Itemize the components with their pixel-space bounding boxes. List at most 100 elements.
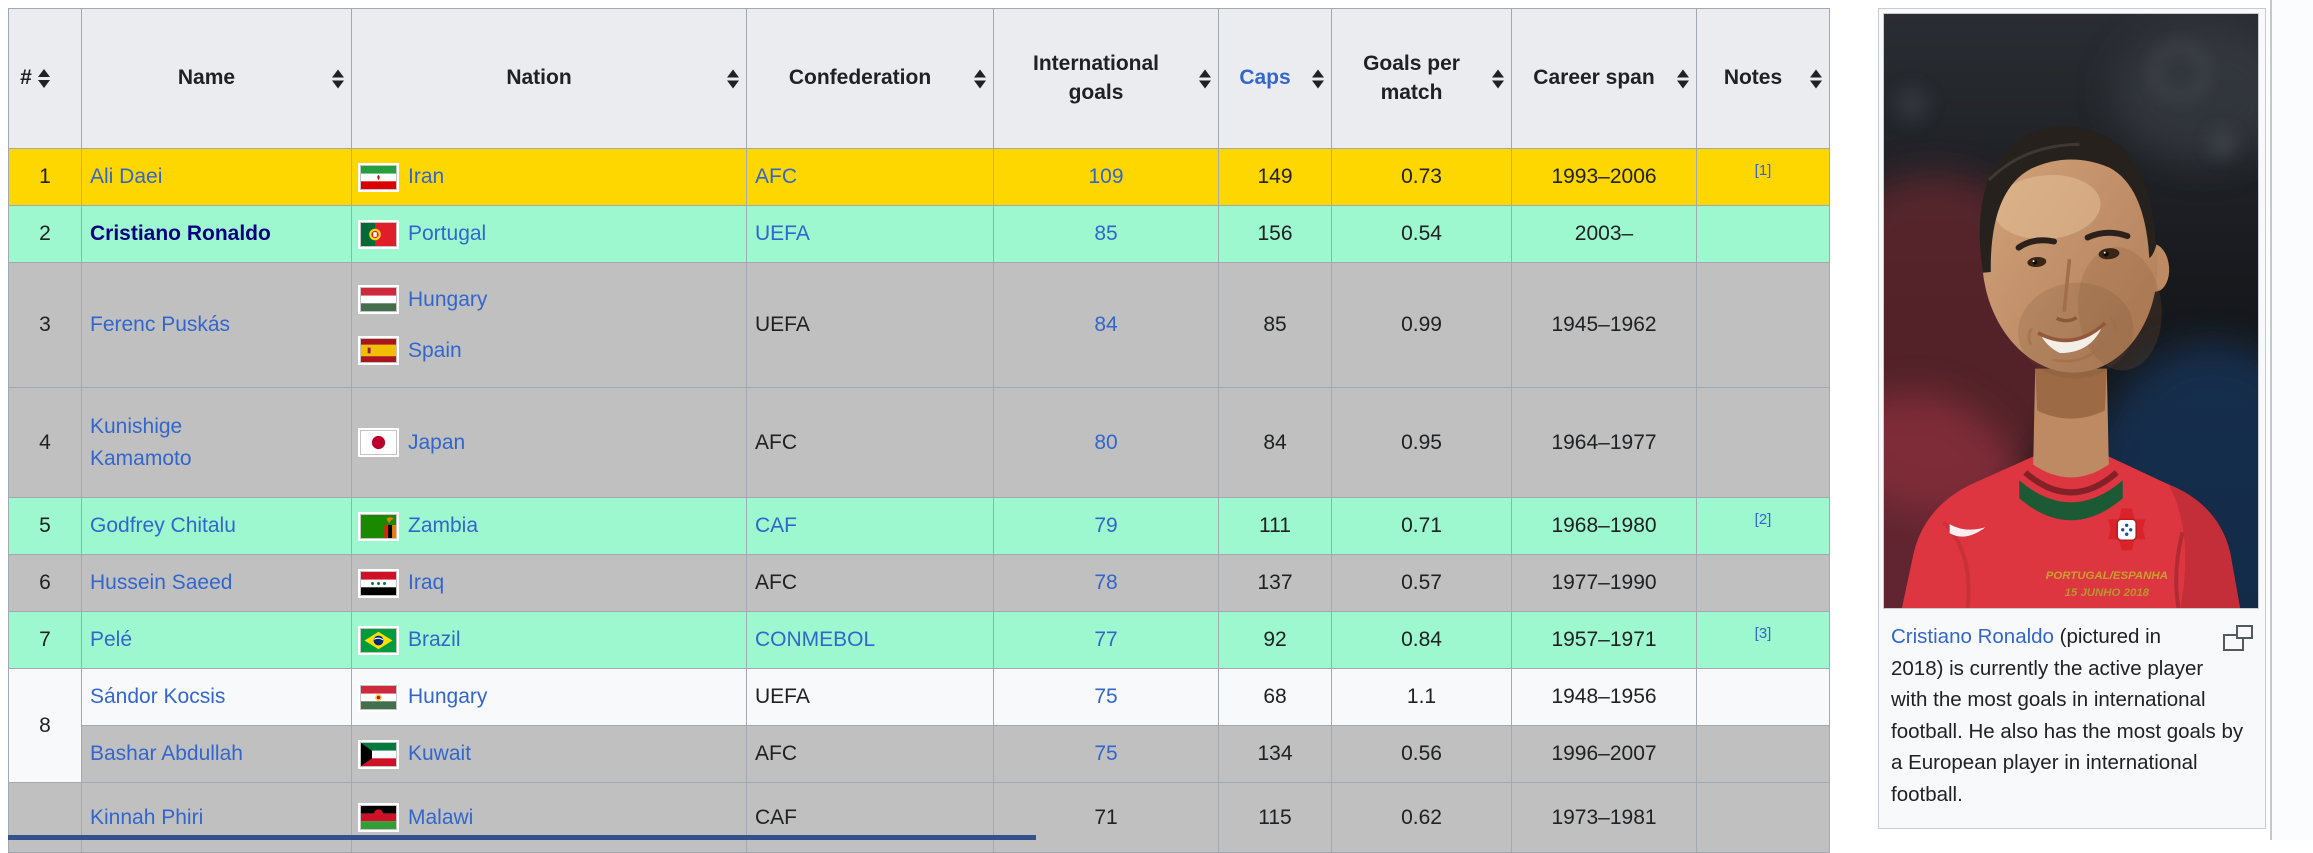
confederation-cell: AFC: [746, 148, 994, 206]
international-goals-cell: 75: [993, 668, 1219, 726]
nation-link[interactable]: Spain: [408, 338, 462, 362]
goals-link[interactable]: 80: [1094, 430, 1118, 454]
caption-ronaldo-link[interactable]: Cristiano Ronaldo: [1891, 625, 2054, 648]
player-name-cell: Sándor Kocsis: [81, 668, 352, 726]
nation-link[interactable]: Malawi: [408, 805, 474, 829]
column-header-nation[interactable]: Nation: [351, 8, 747, 149]
nation-link[interactable]: Hungary: [408, 287, 488, 311]
table-row: Bashar Abdullah Kuwait AFC 75 134 0.56 1996–20…: [9, 725, 1830, 783]
nation-cell: Malawi: [351, 782, 747, 853]
ronaldo-face: [1979, 126, 2170, 379]
column-header-confederation[interactable]: Confederation: [746, 8, 994, 149]
goals-link[interactable]: 85: [1094, 222, 1118, 245]
nation-cell: Brazil: [351, 611, 747, 669]
table-header: # Name Nation Confederation International go…: [8, 8, 1830, 149]
goals-link[interactable]: 79: [1094, 514, 1118, 537]
career-span-cell: 2003–: [1511, 205, 1697, 263]
column-label: Career span: [1533, 66, 1655, 90]
nation-cell: Hungary Spain: [351, 262, 747, 388]
goals-per-match-cell: 0.73: [1331, 148, 1512, 206]
table-row: 4 Kunishige Kamamoto Japan AFC 80 84 0.95 1964–…: [8, 387, 1830, 498]
column-label[interactable]: Caps: [1239, 66, 1291, 90]
column-header-goals-per-match[interactable]: Goals per match: [1331, 8, 1512, 149]
notes-cell: [1696, 668, 1830, 726]
career-span-cell: 1977–1990: [1511, 554, 1697, 612]
goals-text: 71: [1094, 805, 1118, 829]
column-header-name[interactable]: Name: [81, 8, 352, 149]
nation-cell: Kuwait: [351, 725, 747, 783]
nation-link[interactable]: Hungary: [408, 685, 488, 708]
expand-icon[interactable]: [2223, 625, 2253, 651]
career-span-cell: 1964–1977: [1511, 387, 1697, 498]
column-header-[interactable]: #: [8, 8, 82, 149]
nation-link[interactable]: Iraq: [408, 571, 445, 594]
player-name-cell: Ferenc Puskás: [81, 262, 352, 388]
top-international-goalscorers-table: # Name Nation Confederation International go…: [8, 8, 1830, 853]
career-span-cell: 1993–2006: [1511, 148, 1697, 206]
confederation-text: UEFA: [755, 685, 810, 708]
player-link[interactable]: Hussein Saeed: [90, 571, 233, 594]
column-header-notes[interactable]: Notes: [1696, 8, 1830, 149]
column-header-career-span[interactable]: Career span: [1511, 8, 1697, 149]
caps-cell: 134: [1218, 725, 1332, 783]
goals-per-match-cell: 0.56: [1331, 725, 1512, 783]
notes-cell: [1696, 262, 1830, 388]
sort-icon: [332, 69, 344, 88]
player-link[interactable]: Bashar Abdullah: [90, 742, 243, 765]
goals-link[interactable]: 78: [1094, 571, 1118, 594]
career-span-cell: 1996–2007: [1511, 725, 1697, 783]
goals-link[interactable]: 75: [1094, 742, 1118, 765]
rank-cell: 8: [8, 668, 82, 783]
table-row: 5 Godfrey Chitalu Zambia CAF 79 111 0.71 1968–1…: [8, 497, 1830, 555]
player-link[interactable]: Kinnah Phiri: [90, 805, 204, 829]
notes-cell: [1696, 205, 1830, 263]
player-link[interactable]: Pelé: [90, 628, 133, 651]
ronaldo-photo[interactable]: PORTUGAL/ESPANHA 15 JUNHO 2018: [1883, 13, 2259, 609]
goals-per-match-cell: 0.99: [1331, 262, 1512, 388]
column-label: Confederation: [788, 66, 932, 90]
nation-link[interactable]: Portugal: [408, 222, 487, 245]
confederation-link[interactable]: CAF: [755, 514, 797, 537]
player-name-cell: Ali Daei: [81, 148, 352, 206]
caps-cell: 137: [1218, 554, 1332, 612]
notes-cell: [1696, 725, 1830, 783]
nation-link[interactable]: Brazil: [408, 628, 461, 651]
player-link[interactable]: Ali Daei: [90, 165, 163, 188]
confederation-link[interactable]: UEFA: [755, 222, 810, 245]
goals-link[interactable]: 75: [1094, 685, 1118, 708]
international-goals-cell: 77: [993, 611, 1219, 669]
player-link[interactable]: Ferenc Puskás: [90, 313, 231, 336]
international-goals-cell: 80: [993, 387, 1219, 498]
goals-link[interactable]: 84: [1094, 313, 1118, 336]
nation-link[interactable]: Iran: [408, 165, 445, 188]
confederation-cell: UEFA: [746, 262, 994, 388]
player-link[interactable]: Sándor Kocsis: [90, 685, 226, 708]
note-ref-link[interactable]: [1]: [1754, 162, 1772, 179]
sort-icon: [1312, 69, 1324, 88]
sort-icon: [974, 69, 986, 88]
confederation-link[interactable]: AFC: [755, 165, 797, 188]
note-ref-link[interactable]: [2]: [1754, 511, 1772, 528]
table-row: 2 Cristiano Ronaldo Portugal UEFA 85 156 0.54 2…: [8, 205, 1830, 263]
international-goals-cell: 109: [993, 148, 1219, 206]
column-label: Goals per match: [1363, 52, 1460, 104]
note-ref-link[interactable]: [3]: [1754, 625, 1772, 642]
player-link[interactable]: Kunishige Kamamoto: [90, 415, 192, 470]
confederation-text: AFC: [755, 742, 797, 765]
nation-link[interactable]: Zambia: [408, 514, 479, 537]
column-header-international-goals[interactable]: International goals: [993, 8, 1219, 149]
brazil-flag-icon: [360, 627, 397, 653]
confederation-link[interactable]: CONMEBOL: [755, 628, 876, 651]
goals-per-match-cell: 0.62: [1331, 782, 1512, 853]
rank-cell: 1: [8, 148, 82, 206]
column-header-caps[interactable]: Caps: [1218, 8, 1332, 149]
player-link[interactable]: Godfrey Chitalu: [90, 514, 236, 537]
nation-link[interactable]: Kuwait: [408, 742, 472, 765]
table-row: Kinnah Phiri Malawi CAF 71 115 0.62 1973–1981: [8, 782, 1830, 853]
goals-link[interactable]: 109: [1088, 165, 1124, 188]
goals-link[interactable]: 77: [1094, 628, 1118, 651]
player-link[interactable]: Cristiano Ronaldo: [90, 222, 271, 245]
international-goals-cell: 85: [993, 205, 1219, 263]
portugal-flag-icon: [360, 221, 397, 247]
nation-link[interactable]: Japan: [408, 430, 466, 454]
